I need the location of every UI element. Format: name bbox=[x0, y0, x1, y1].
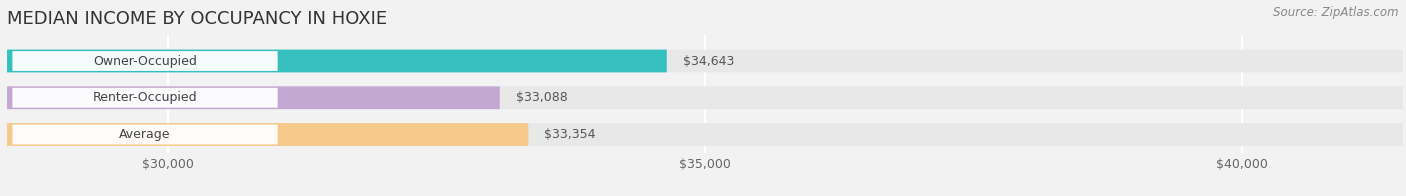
FancyBboxPatch shape bbox=[13, 125, 277, 144]
Text: $33,354: $33,354 bbox=[544, 128, 596, 141]
FancyBboxPatch shape bbox=[7, 86, 499, 109]
FancyBboxPatch shape bbox=[7, 123, 1403, 146]
FancyBboxPatch shape bbox=[7, 123, 529, 146]
FancyBboxPatch shape bbox=[7, 86, 1403, 109]
Text: Owner-Occupied: Owner-Occupied bbox=[93, 54, 197, 67]
Text: $33,088: $33,088 bbox=[516, 91, 568, 104]
Text: Source: ZipAtlas.com: Source: ZipAtlas.com bbox=[1274, 6, 1399, 19]
FancyBboxPatch shape bbox=[13, 88, 277, 108]
FancyBboxPatch shape bbox=[7, 50, 1403, 72]
Text: Average: Average bbox=[120, 128, 170, 141]
FancyBboxPatch shape bbox=[7, 50, 666, 72]
Text: Renter-Occupied: Renter-Occupied bbox=[93, 91, 197, 104]
Text: MEDIAN INCOME BY OCCUPANCY IN HOXIE: MEDIAN INCOME BY OCCUPANCY IN HOXIE bbox=[7, 10, 387, 28]
Text: $34,643: $34,643 bbox=[683, 54, 734, 67]
FancyBboxPatch shape bbox=[13, 51, 277, 71]
